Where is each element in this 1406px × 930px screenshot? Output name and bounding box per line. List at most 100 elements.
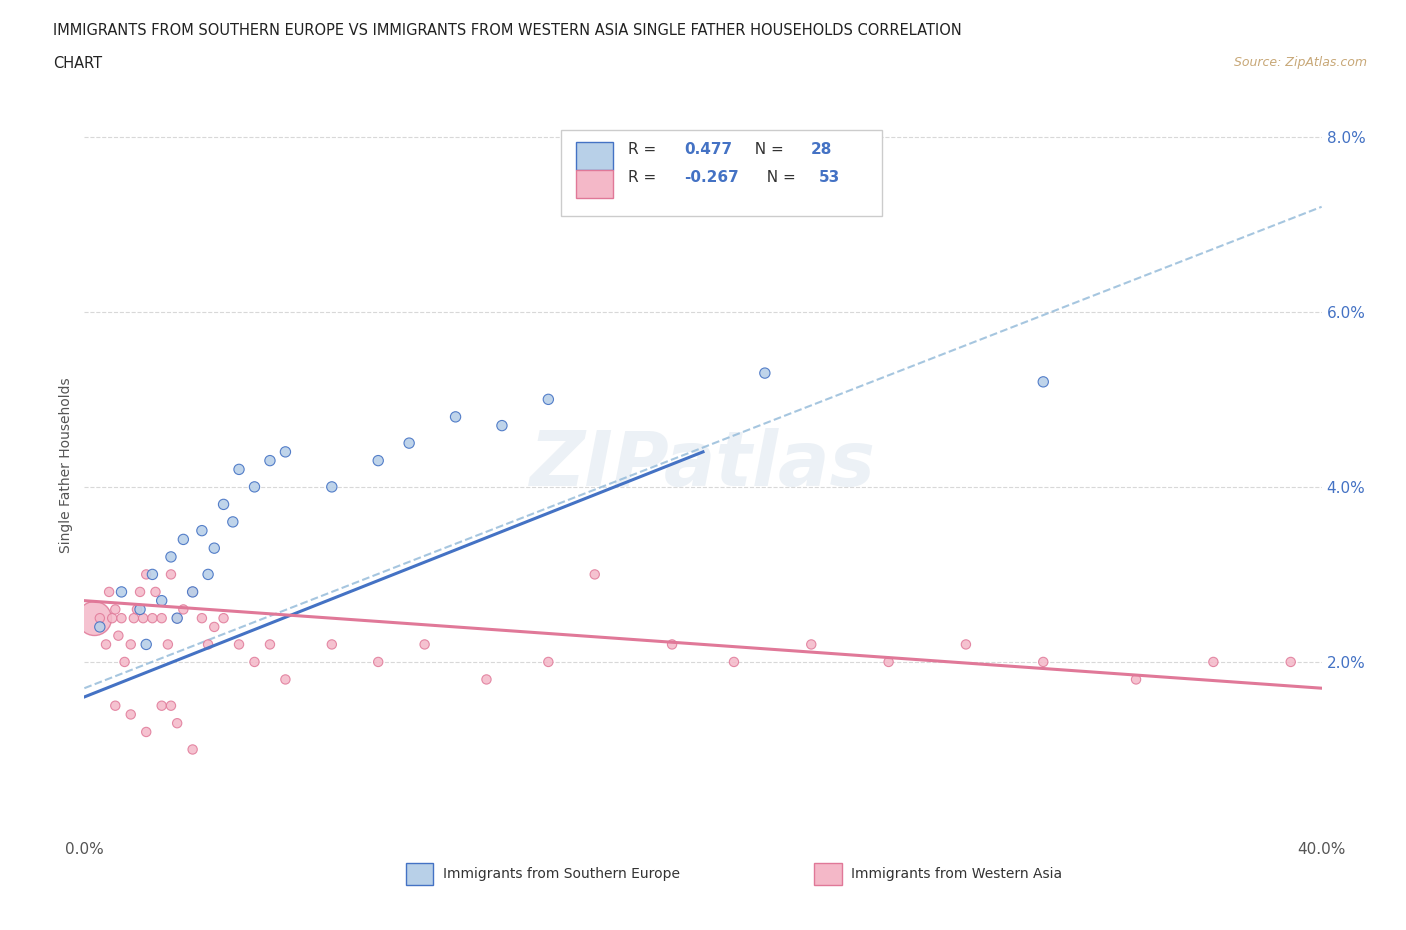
Point [1202, 655, 1225, 670]
Point [367, 655, 389, 670]
Bar [575, 169, 613, 198]
Point [150, 593, 173, 608]
Point [166, 611, 188, 626]
Point [181, 584, 204, 599]
Point [754, 365, 776, 380]
Point [800, 637, 823, 652]
Point [141, 611, 163, 626]
Text: R =: R = [627, 142, 661, 157]
Point [181, 584, 204, 599]
Point [274, 445, 297, 459]
Point [98, 584, 121, 599]
Point [145, 584, 167, 599]
Point [197, 567, 219, 582]
Point [321, 637, 343, 652]
Point [475, 672, 498, 687]
Point [243, 480, 266, 495]
Point [202, 619, 225, 634]
Point [104, 698, 127, 713]
Point [191, 611, 214, 626]
Point [537, 655, 560, 670]
Point [125, 602, 148, 617]
Point [243, 655, 266, 670]
Text: Immigrants from Southern Europe: Immigrants from Southern Europe [443, 867, 681, 882]
Point [89, 611, 111, 626]
Text: N =: N = [745, 142, 789, 157]
Point [1125, 672, 1147, 687]
Point [120, 637, 142, 652]
Point [367, 453, 389, 468]
Point [413, 637, 436, 652]
Point [661, 637, 683, 652]
Point [150, 698, 173, 713]
Bar [575, 142, 613, 170]
Bar [406, 863, 433, 885]
Point [101, 611, 124, 626]
Point [129, 584, 152, 599]
Point [228, 637, 250, 652]
Point [212, 497, 235, 512]
Bar [814, 863, 842, 885]
Point [172, 602, 194, 617]
Point [166, 716, 188, 731]
Point [1032, 655, 1054, 670]
Point [160, 567, 183, 582]
Text: IMMIGRANTS FROM SOUTHERN EUROPE VS IMMIGRANTS FROM WESTERN ASIA SINGLE FATHER HO: IMMIGRANTS FROM SOUTHERN EUROPE VS IMMIG… [53, 23, 962, 38]
Point [114, 655, 136, 670]
Point [160, 698, 183, 713]
Point [202, 540, 225, 555]
Point [110, 611, 132, 626]
Point [1032, 375, 1054, 390]
Point [877, 655, 900, 670]
Point [104, 602, 127, 617]
Point [120, 707, 142, 722]
Point [181, 742, 204, 757]
Text: R =: R = [627, 169, 661, 185]
Point [141, 567, 163, 582]
Point [222, 514, 245, 529]
Text: 28: 28 [811, 142, 832, 157]
Point [135, 567, 157, 582]
Point [160, 550, 183, 565]
FancyBboxPatch shape [561, 130, 883, 216]
Point [166, 611, 188, 626]
Point [172, 532, 194, 547]
Point [212, 611, 235, 626]
Point [614, 199, 637, 214]
Point [583, 567, 606, 582]
Point [132, 611, 155, 626]
Text: N =: N = [758, 169, 801, 185]
Point [129, 602, 152, 617]
Point [955, 637, 977, 652]
Text: CHART: CHART [53, 56, 103, 71]
Point [197, 637, 219, 652]
Point [723, 655, 745, 670]
Point [537, 392, 560, 406]
Point [135, 637, 157, 652]
Point [191, 524, 214, 538]
Point [491, 418, 513, 433]
Text: 53: 53 [820, 169, 841, 185]
Point [228, 462, 250, 477]
Text: Immigrants from Western Asia: Immigrants from Western Asia [852, 867, 1063, 882]
Text: 0.477: 0.477 [685, 142, 733, 157]
Point [94, 637, 117, 652]
Text: Source: ZipAtlas.com: Source: ZipAtlas.com [1233, 56, 1367, 69]
Text: -0.267: -0.267 [685, 169, 740, 185]
Point [122, 611, 145, 626]
Point [107, 629, 129, 644]
Point [110, 584, 132, 599]
Point [89, 619, 111, 634]
Y-axis label: Single Father Households: Single Father Households [59, 378, 73, 552]
Text: ZIPatlas: ZIPatlas [530, 428, 876, 502]
Point [150, 611, 173, 626]
Point [321, 480, 343, 495]
Point [83, 611, 105, 626]
Point [135, 724, 157, 739]
Point [444, 409, 467, 424]
Point [259, 453, 281, 468]
Point [156, 637, 179, 652]
Point [259, 637, 281, 652]
Point [1279, 655, 1302, 670]
Point [274, 672, 297, 687]
